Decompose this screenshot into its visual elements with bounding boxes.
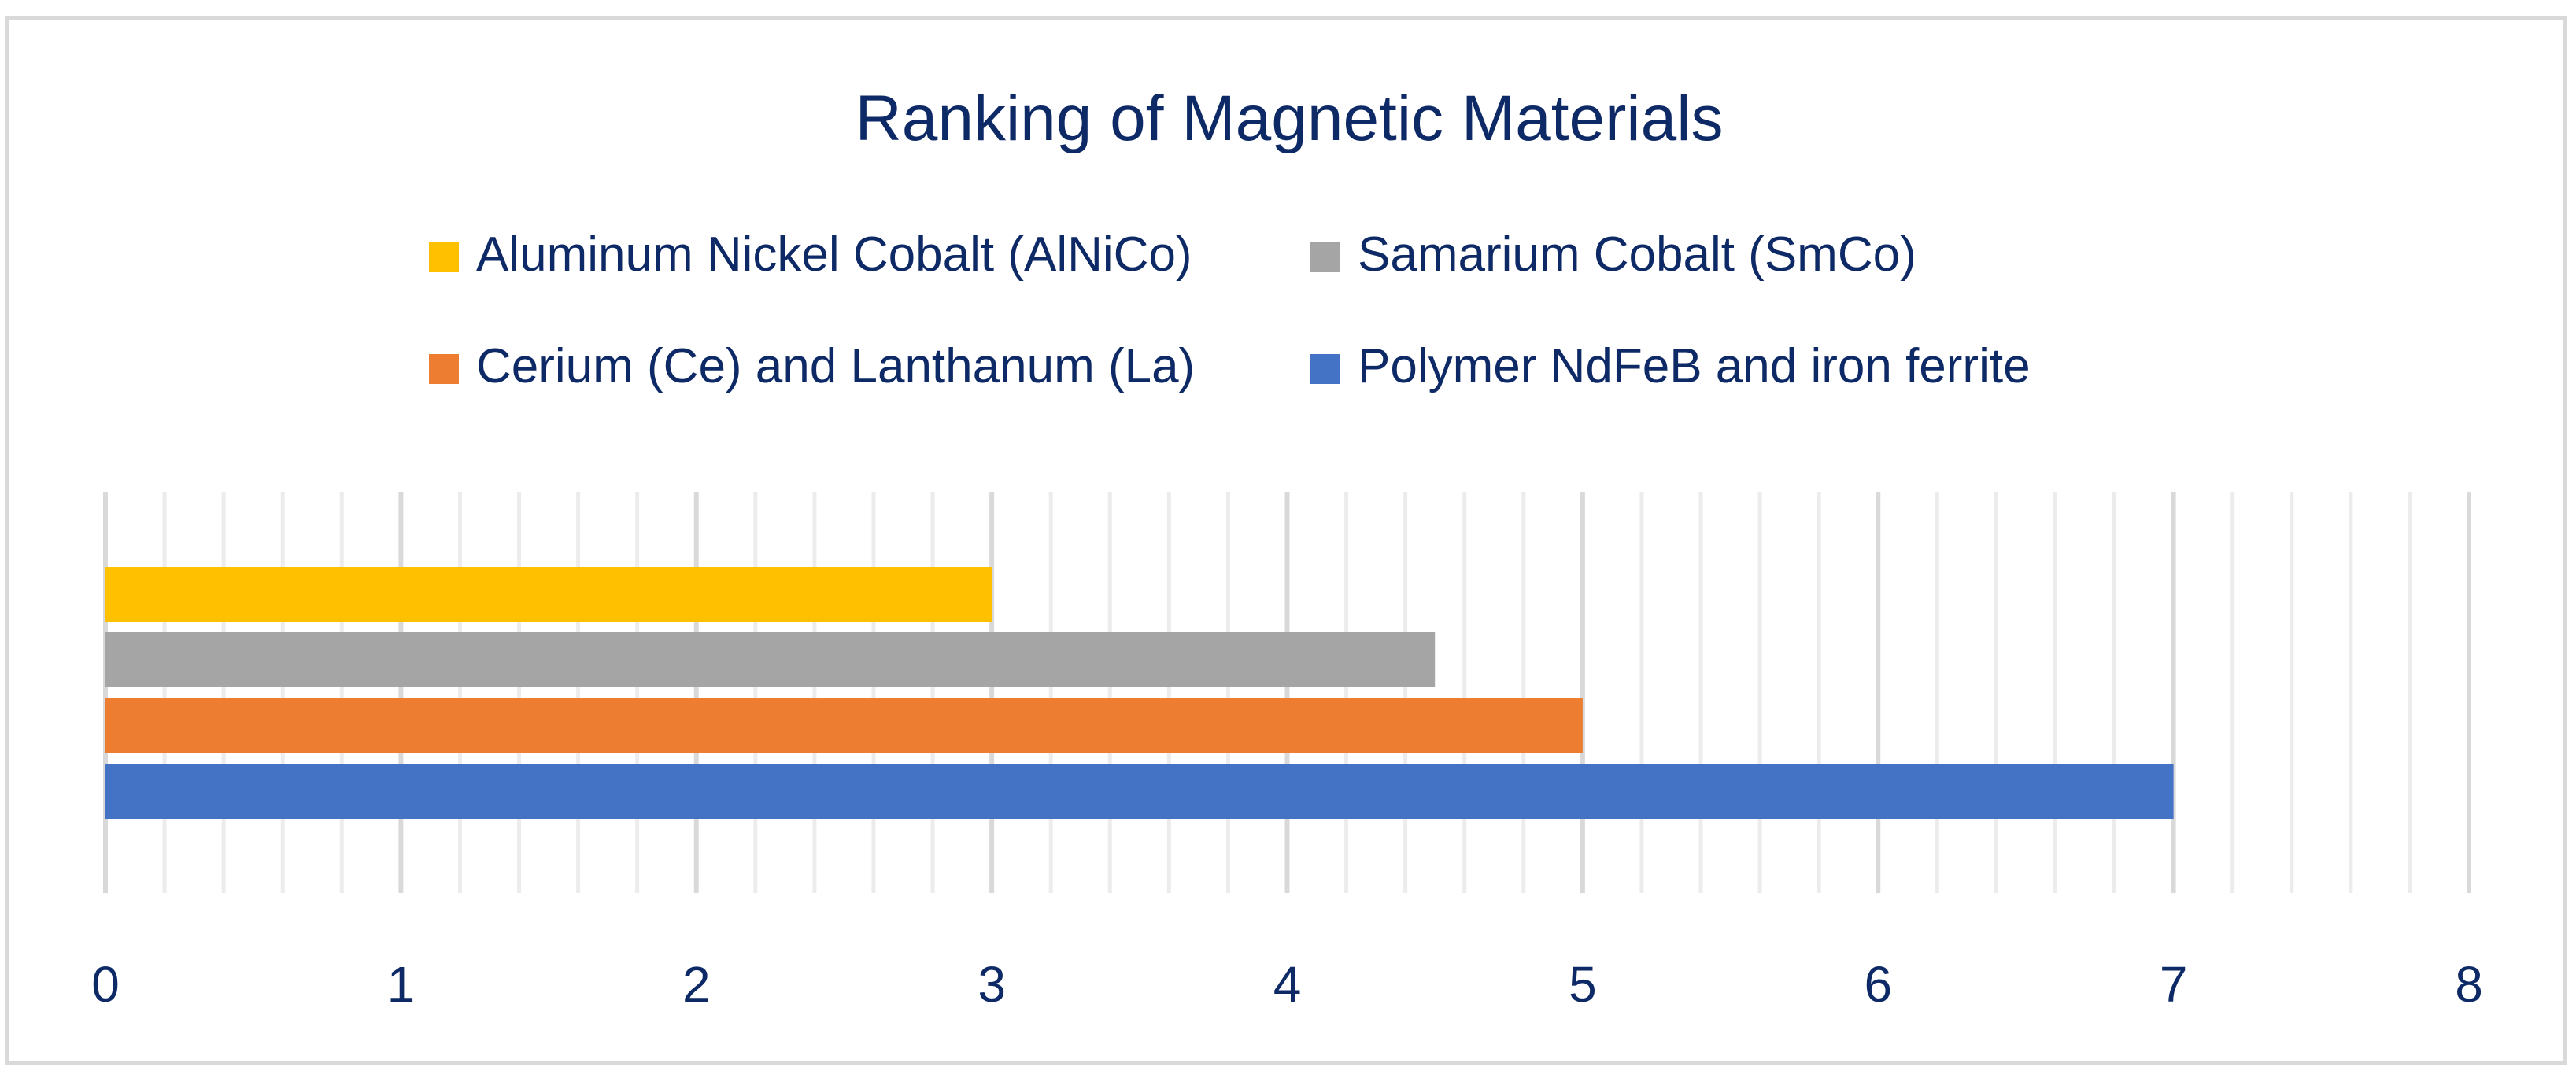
legend-swatch [429, 242, 459, 272]
bar-cerium-ce-and-lanthanum-la [105, 698, 1583, 753]
x-tick-label: 5 [1569, 956, 1597, 1013]
chart-title: Ranking of Magnetic Materials [856, 83, 1724, 154]
x-tick-label: 1 [387, 956, 416, 1013]
x-tick-label: 6 [1864, 956, 1892, 1013]
bar-polymer-ndfeb-and-iron-ferrite [105, 764, 2174, 819]
legend-label: Aluminum Nickel Cobalt (AlNiCo) [476, 227, 1192, 282]
x-tick-label: 8 [2455, 956, 2483, 1013]
bar-aluminum-nickel-cobalt-alnico [105, 567, 992, 622]
x-tick-label: 4 [1273, 956, 1302, 1013]
grid [103, 492, 2471, 893]
legend-label: Samarium Cobalt (SmCo) [1358, 227, 1916, 282]
legend-swatch [1310, 354, 1340, 384]
bar-samarium-cobalt-smco [105, 632, 1436, 687]
legend-swatch [429, 354, 459, 384]
x-tick-label: 2 [682, 956, 711, 1013]
x-tick-label: 3 [978, 956, 1006, 1013]
legend: Aluminum Nickel Cobalt (AlNiCo) Samarium … [429, 227, 2031, 393]
bars [105, 567, 2174, 819]
x-tick-label: 7 [2160, 956, 2188, 1013]
legend-label: Polymer NdFeB and iron ferrite [1358, 339, 2031, 393]
legend-swatch [1310, 242, 1340, 272]
x-tick-label: 0 [91, 956, 120, 1013]
x-axis-ticks: 0 1 2 3 4 5 6 7 8 [91, 956, 2483, 1013]
legend-label: Cerium (Ce) and Lanthanum (La) [476, 339, 1195, 393]
